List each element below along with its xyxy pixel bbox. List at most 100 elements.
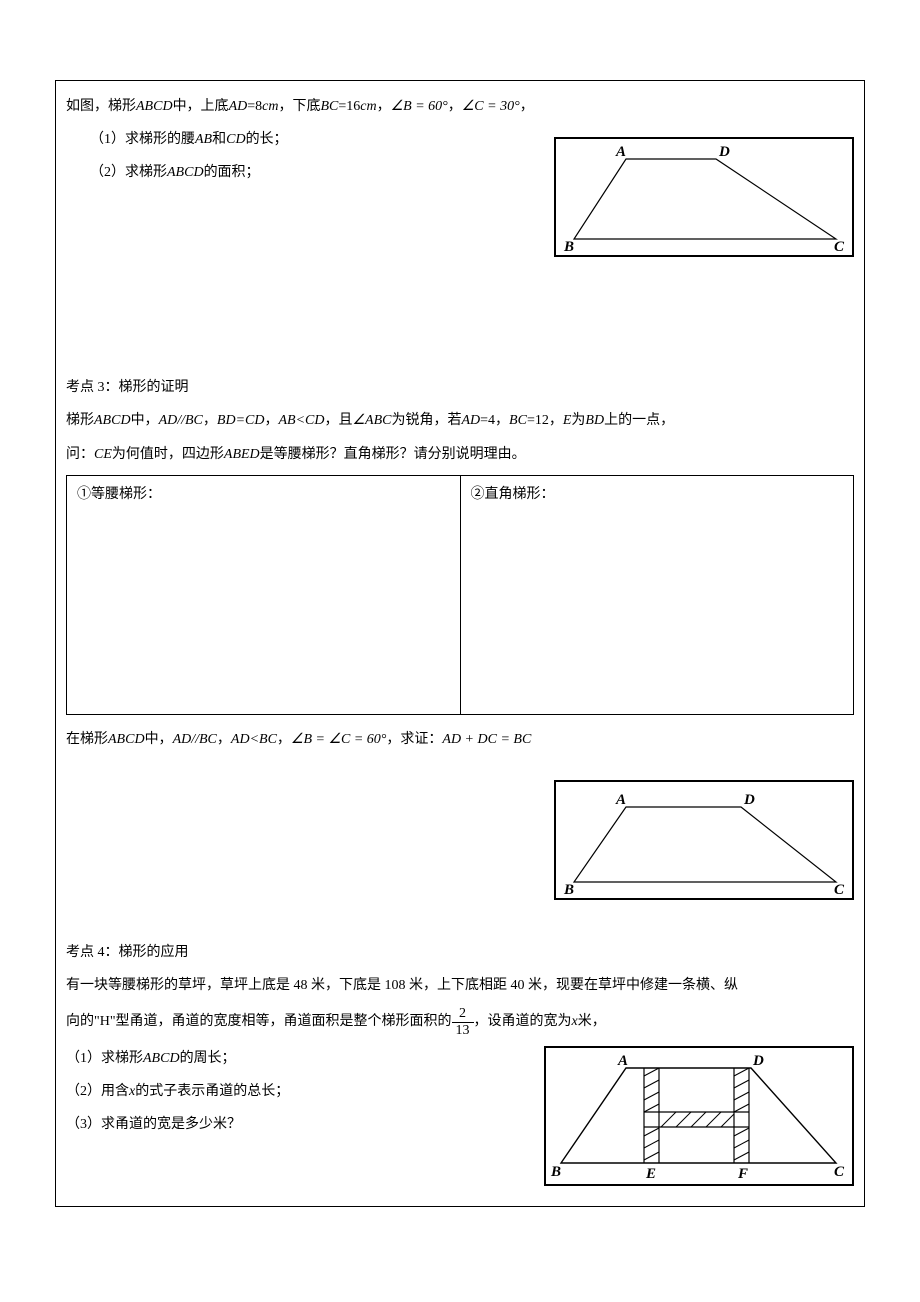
text: 在梯形: [66, 732, 108, 747]
section3-line1: 梯形ABCD中，AD//BC，BD=CD，AB<CD，且∠ABC为锐角，若AD=…: [66, 408, 854, 433]
text: =4，: [480, 413, 509, 428]
unit: cm: [360, 99, 376, 114]
var: CD: [226, 132, 245, 147]
text: ，求证：: [386, 732, 442, 747]
var-bc: BC: [320, 99, 338, 114]
var: AD//BC: [173, 732, 217, 747]
label-b: B: [563, 239, 574, 255]
text: 和: [212, 132, 226, 147]
var: ABCD: [143, 1051, 180, 1066]
label-c: C: [834, 882, 845, 898]
section-3: 考点 3：梯形的证明 梯形ABCD中，AD//BC，BD=CD，AB<CD，且∠…: [66, 375, 854, 715]
trapezoid-svg-2: A D B C: [556, 782, 852, 898]
text: 中，上底: [173, 99, 229, 114]
section3-title: 考点 3：梯形的证明: [66, 375, 854, 400]
figure-trapezoid-2: A D B C: [554, 780, 854, 900]
text: 米，: [578, 1014, 606, 1029]
angle-b: ∠B = 60°: [391, 99, 448, 114]
text: ，: [217, 732, 231, 747]
text: ，: [448, 99, 462, 114]
text: ，: [520, 99, 534, 114]
text: =12，: [527, 413, 563, 428]
text: 的长；: [246, 132, 288, 147]
text: 为: [571, 413, 585, 428]
section-4: 考点 4：梯形的应用 有一块等腰梯形的草坪，草坪上底是 48 米，下底是 108…: [66, 940, 854, 1186]
trapezoid-svg-1: A D B C: [556, 139, 852, 255]
text: 梯形: [66, 413, 94, 428]
two-column-answer-box: ①等腰梯形： ②直角梯形：: [66, 475, 854, 715]
text: 是等腰梯形？直角梯形？请分别说明理由。: [260, 447, 526, 462]
num: （1）: [66, 1051, 101, 1066]
text: =16: [338, 99, 360, 114]
label-a: A: [615, 792, 626, 808]
text: ，: [277, 732, 291, 747]
label-e: E: [645, 1166, 656, 1182]
text: ，下底: [278, 99, 320, 114]
var: ABCD: [167, 165, 204, 180]
col-right-angle: ②直角梯形：: [461, 476, 854, 714]
var: AB: [195, 132, 212, 147]
text: 为何值时，四边形: [112, 447, 224, 462]
var: ABCD: [108, 732, 145, 747]
text: 的周长；: [180, 1051, 236, 1066]
var: AD<BC: [231, 732, 277, 747]
var: AB<CD: [278, 413, 324, 428]
h-path-svg: A D B C E F: [546, 1048, 852, 1184]
text: 如图，梯形: [66, 99, 136, 114]
col2-label: ②直角梯形：: [471, 487, 555, 502]
label-d: D: [743, 792, 755, 808]
text: 求梯形的腰: [125, 132, 195, 147]
num: （2）: [90, 165, 125, 180]
figure-trapezoid-1: A D B C: [554, 137, 854, 257]
label-a: A: [615, 144, 626, 160]
col1-label: ①等腰梯形：: [77, 487, 161, 502]
denominator: 13: [452, 1023, 474, 1038]
var: AD: [461, 413, 480, 428]
text: 向的"H"型甬道，甬道的宽度相等，甬道面积是整个梯形面积的: [66, 1014, 452, 1029]
section4-line2: 向的"H"型甬道，甬道的宽度相等，甬道面积是整个梯形面积的213，设甬道的宽为x…: [66, 1006, 854, 1038]
var: ABCD: [94, 413, 131, 428]
text: 问：: [66, 447, 94, 462]
text: 求甬道的宽是多少米？: [101, 1117, 241, 1132]
text: 求梯形: [125, 165, 167, 180]
label-c: C: [834, 239, 845, 255]
label-c: C: [834, 1164, 845, 1180]
section4-title: 考点 4：梯形的应用: [66, 940, 854, 965]
text: ，且: [324, 413, 352, 428]
text: 用含: [101, 1084, 129, 1099]
label-b: B: [550, 1164, 561, 1180]
var: AD//BC: [159, 413, 203, 428]
var: BC: [509, 413, 527, 428]
section3-line2: 问：CE为何值时，四边形ABED是等腰梯形？直角梯形？请分别说明理由。: [66, 442, 854, 467]
label-a: A: [617, 1053, 628, 1069]
conclusion: AD + DC = BC: [442, 732, 531, 747]
angles: ∠B = ∠C = 60°: [291, 732, 386, 747]
var: ABED: [224, 447, 260, 462]
var-abcd: ABCD: [136, 99, 173, 114]
numerator: 2: [452, 1006, 474, 1022]
text: ，设甬道的宽为: [474, 1014, 572, 1029]
text: 上的一点，: [604, 413, 674, 428]
problem1-intro: 如图，梯形ABCD中，上底AD=8cm，下底BC=16cm，∠B = 60°，∠…: [66, 94, 854, 119]
text: 中，: [145, 732, 173, 747]
label-b: B: [563, 882, 574, 898]
var: BD=CD: [217, 413, 265, 428]
problem-2: 在梯形ABCD中，AD//BC，AD<BC，∠B = ∠C = 60°，求证：A…: [66, 727, 854, 930]
text: 求梯形: [101, 1051, 143, 1066]
figure-h-path: A D B C E F: [544, 1046, 854, 1186]
fraction: 213: [452, 1006, 474, 1038]
unit: cm: [262, 99, 278, 114]
text: ，: [203, 413, 217, 428]
text: 的面积；: [204, 165, 260, 180]
text: =8: [247, 99, 262, 114]
num: （3）: [66, 1117, 101, 1132]
page-container: 如图，梯形ABCD中，上底AD=8cm，下底BC=16cm，∠B = 60°，∠…: [55, 80, 865, 1207]
var: CE: [94, 447, 112, 462]
text: ，: [377, 99, 391, 114]
num: （2）: [66, 1084, 101, 1099]
text: ，: [264, 413, 278, 428]
label-d: D: [718, 144, 730, 160]
text: 为锐角，若: [391, 413, 461, 428]
text: 中，: [131, 413, 159, 428]
col-isosceles: ①等腰梯形：: [67, 476, 461, 714]
